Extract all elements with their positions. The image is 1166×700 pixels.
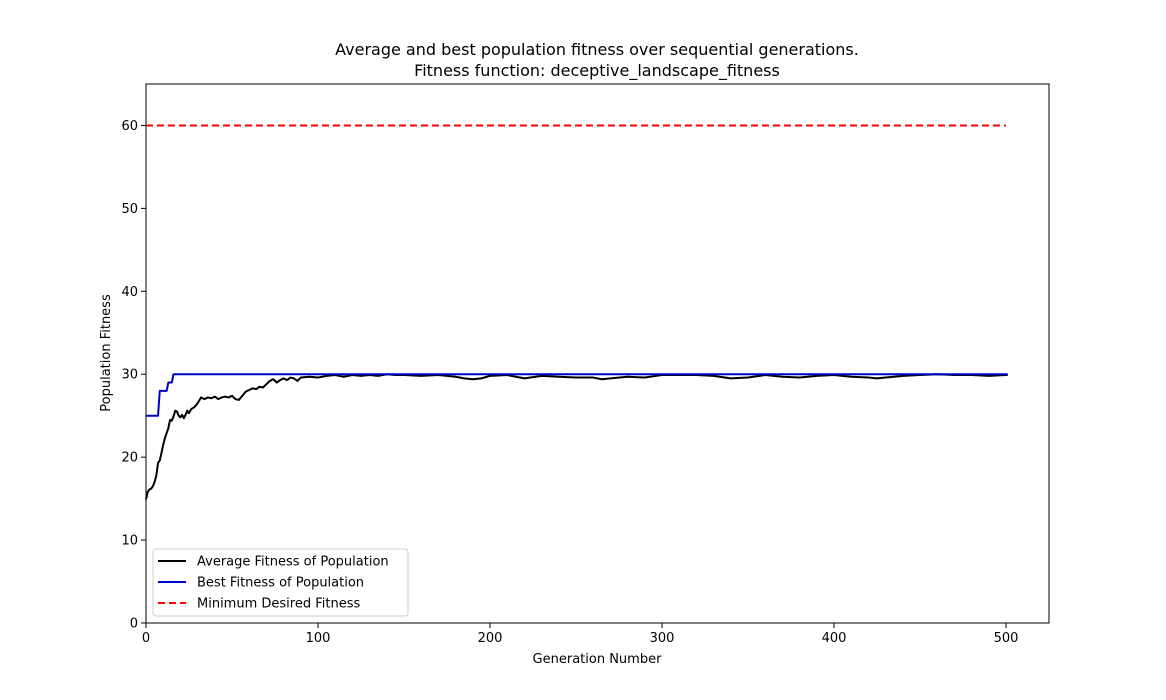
y-tick-label: 40	[121, 285, 138, 300]
chart-title-line1: Average and best population fitness over…	[335, 40, 859, 59]
legend-label-best-fitness-of-population: Best Fitness of Population	[197, 576, 364, 591]
y-tick-label: 10	[121, 534, 138, 549]
x-tick-label: 300	[650, 631, 675, 646]
y-tick-label: 50	[121, 202, 138, 217]
legend-label-minimum-desired-fitness: Minimum Desired Fitness	[197, 597, 360, 612]
x-axis-label: Generation Number	[533, 652, 663, 667]
x-tick-label: 500	[994, 631, 1019, 646]
plot-frame	[145, 83, 1050, 624]
series-line-average-fitness-of-population	[145, 373, 1008, 500]
series-layer	[145, 124, 1008, 500]
legend-box	[152, 548, 409, 617]
x-axis-ticks: 0 100 200 300 400 500	[142, 623, 1019, 646]
x-tick-label: 400	[822, 631, 847, 646]
x-tick-label: 200	[478, 631, 503, 646]
series-line-best-fitness-of-population	[146, 373, 1008, 417]
y-tick-label: 60	[121, 119, 138, 134]
plot-area	[146, 84, 1049, 623]
x-tick-label: 0	[142, 631, 150, 646]
y-tick-label: 30	[121, 368, 138, 383]
y-tick-label: 20	[121, 451, 138, 466]
y-axis-ticks: 0 10 20 30 40 50 60	[121, 119, 146, 632]
y-tick-label: 0	[130, 617, 138, 632]
x-tick-label: 100	[306, 631, 331, 646]
y-axis-label: Population Fitness	[99, 294, 114, 412]
chart-title-line2: Fitness function: deceptive_landscape_fi…	[414, 61, 780, 81]
legend: Average Fitness of Population Best Fitnes…	[152, 548, 409, 617]
legend-label-average-fitness-of-population: Average Fitness of Population	[197, 555, 389, 570]
